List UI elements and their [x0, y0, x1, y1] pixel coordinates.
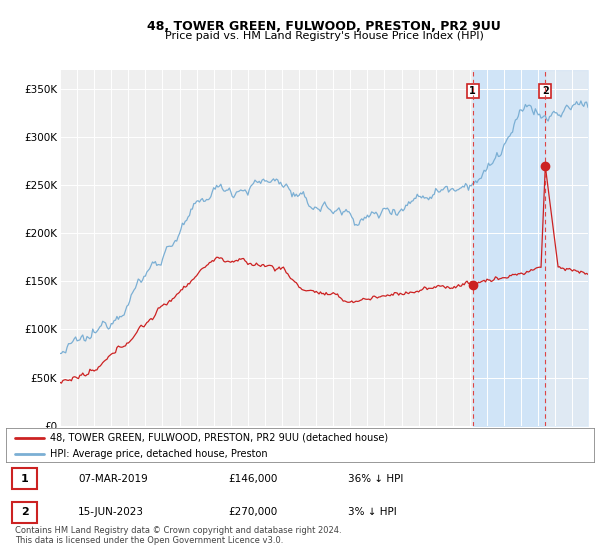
Text: 07-MAR-2019: 07-MAR-2019 — [78, 474, 148, 484]
Text: 2: 2 — [542, 86, 548, 96]
Text: £270,000: £270,000 — [228, 507, 277, 517]
Text: 3% ↓ HPI: 3% ↓ HPI — [348, 507, 397, 517]
Text: 1: 1 — [469, 86, 476, 96]
Text: 48, TOWER GREEN, FULWOOD, PRESTON, PR2 9UU (detached house): 48, TOWER GREEN, FULWOOD, PRESTON, PR2 9… — [50, 433, 388, 443]
Text: £146,000: £146,000 — [228, 474, 277, 484]
Text: 15-JUN-2023: 15-JUN-2023 — [78, 507, 144, 517]
Text: Price paid vs. HM Land Registry's House Price Index (HPI): Price paid vs. HM Land Registry's House … — [164, 31, 484, 41]
Text: Contains HM Land Registry data © Crown copyright and database right 2024.
This d: Contains HM Land Registry data © Crown c… — [15, 526, 341, 545]
Text: HPI: Average price, detached house, Preston: HPI: Average price, detached house, Pres… — [50, 449, 268, 459]
Text: 36% ↓ HPI: 36% ↓ HPI — [348, 474, 403, 484]
Text: 48, TOWER GREEN, FULWOOD, PRESTON, PR2 9UU: 48, TOWER GREEN, FULWOOD, PRESTON, PR2 9… — [147, 20, 501, 32]
Text: 1: 1 — [21, 474, 28, 484]
Text: 2: 2 — [21, 507, 28, 517]
